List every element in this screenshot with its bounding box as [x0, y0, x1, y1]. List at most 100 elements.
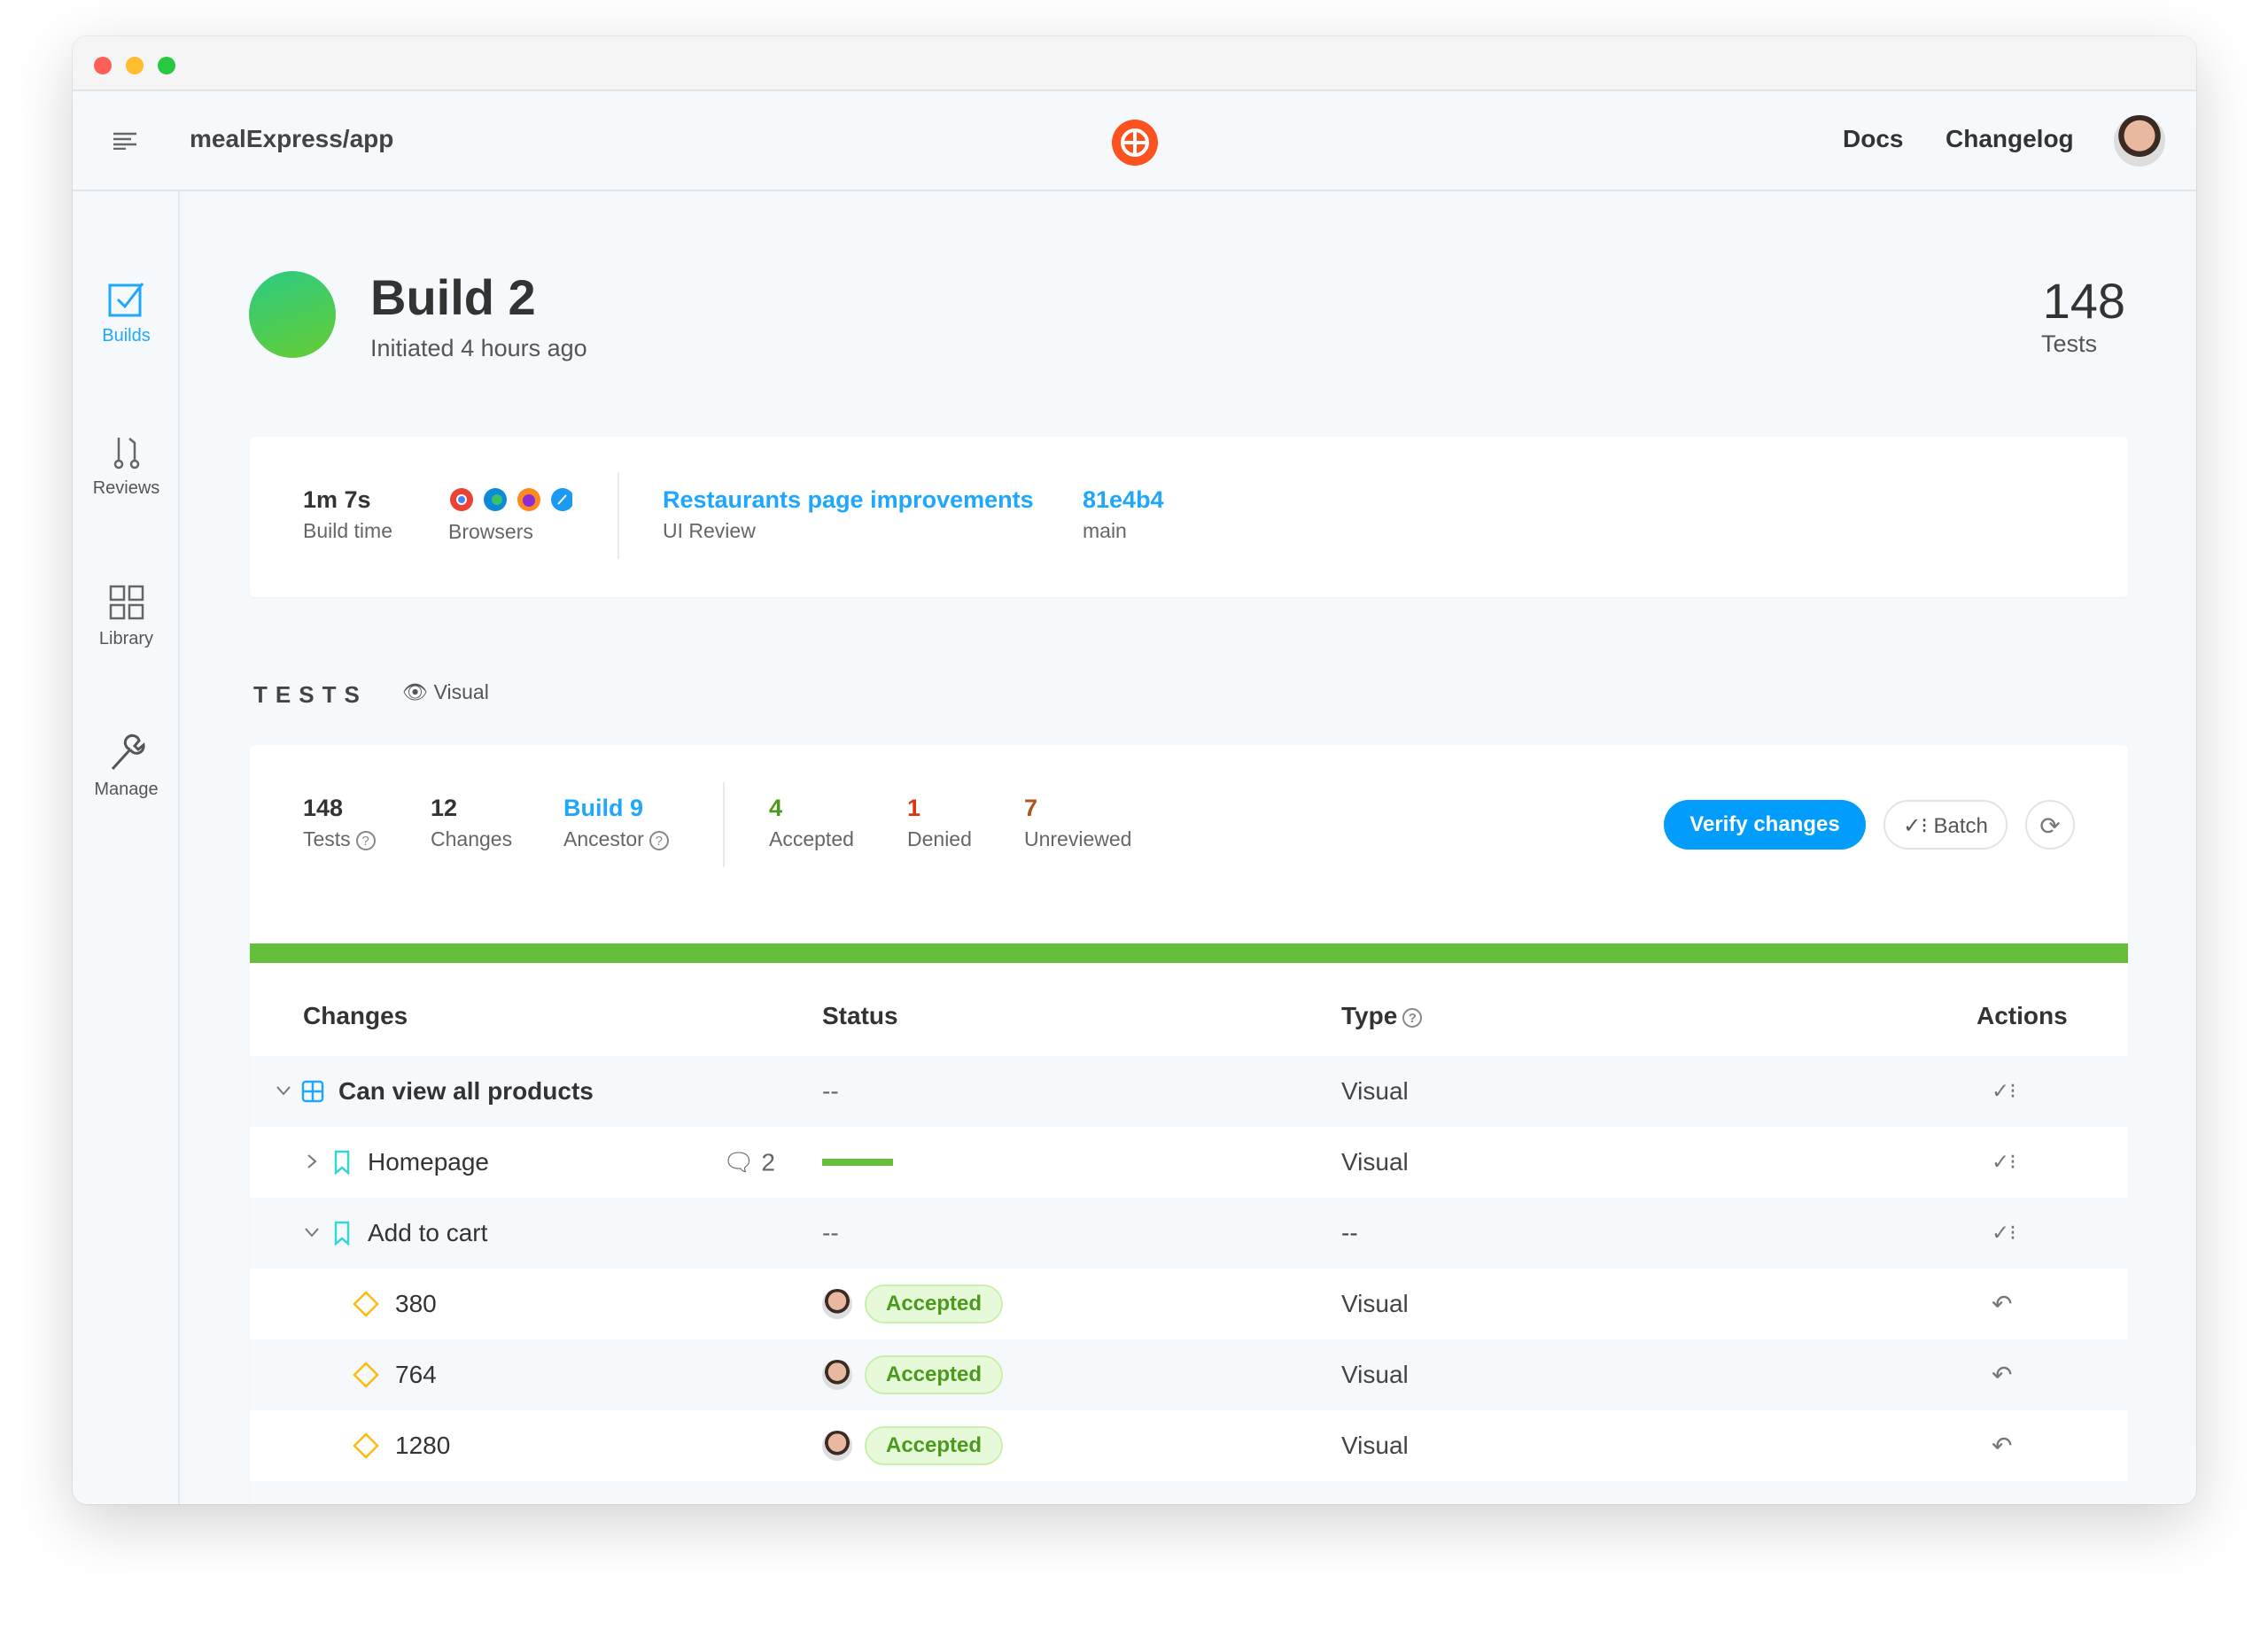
commit: 81e4b4 main [1083, 486, 1164, 542]
table-row[interactable]: 764 Accepted Visual ↶ [250, 1339, 2128, 1410]
browser-icons [448, 486, 574, 515]
table-row[interactable]: 380 Accepted Visual ↶ [250, 1269, 2128, 1339]
user-avatar[interactable] [2114, 115, 2165, 167]
row-type: Visual [1341, 1290, 1409, 1317]
status-badge: Accepted [865, 1285, 1004, 1323]
table-row[interactable]: Homepage 🗨 2 Visual ✓⁝ [250, 1127, 2128, 1198]
row-name[interactable]: 380 [395, 1290, 437, 1317]
grid-icon [109, 585, 144, 620]
tests-card: 148 Tests? 12 Changes Build 9 Ancestor? 4 Ac… [250, 745, 2128, 1504]
visual-filter[interactable]: 👁 Visual [402, 680, 489, 703]
row-status: -- [822, 1219, 839, 1246]
build-time: 1m 7s Build time [303, 486, 392, 542]
row-type: Visual [1341, 1361, 1409, 1388]
comments-count[interactable]: 🗨 2 [723, 1148, 775, 1176]
chromatic-logo-icon[interactable] [1111, 119, 1159, 167]
stat-tests: 148 Tests? [303, 795, 376, 851]
row-name[interactable]: Can view all products [338, 1077, 594, 1105]
row-type: Visual [1341, 1077, 1409, 1105]
row-name[interactable]: 764 [395, 1361, 437, 1388]
divider [617, 472, 619, 559]
help-icon[interactable]: ? [1402, 1007, 1423, 1028]
repo-name[interactable]: mealExpress/app [190, 125, 394, 152]
row-status: -- [822, 1502, 839, 1504]
status-progress-bar [822, 1159, 893, 1166]
browsers: Browsers [448, 486, 574, 544]
row-name[interactable]: Can open product [338, 1502, 551, 1504]
batch-button[interactable]: ✓⁝ Batch [1884, 800, 2008, 850]
col-header-status: Status [822, 1002, 898, 1029]
build-info-card: 1m 7s Build time Browsers Restaurants pag… [250, 437, 2128, 597]
sidebar-item-manage[interactable]: Manage [73, 734, 180, 800]
refresh-button[interactable]: ⟳ [2025, 800, 2075, 850]
build-status-indicator [249, 271, 336, 358]
sidebar-item-library[interactable]: Library [73, 583, 180, 649]
refresh-icon: ⟳ [2039, 812, 2061, 840]
reviewer-avatar [822, 1360, 852, 1390]
stat-accepted[interactable]: 4 Accepted [769, 795, 854, 850]
ui-review-link[interactable]: Restaurants page improvements [663, 486, 1034, 513]
divider [723, 782, 725, 867]
table-row[interactable]: Can open product -- -- ✓⁝ [250, 1481, 2128, 1504]
sidebar-item-builds[interactable]: Builds [73, 280, 180, 346]
undo-icon[interactable]: ↶ [1992, 1361, 2013, 1389]
row-type: Visual [1341, 1432, 1409, 1459]
progress-bar [250, 943, 2128, 963]
reviewer-avatar [822, 1431, 852, 1461]
changelog-link[interactable]: Changelog [1946, 125, 2074, 152]
table-row[interactable]: Can view all products -- Visual ✓⁝ [250, 1056, 2128, 1127]
col-header-type: Type? [1341, 1002, 1423, 1030]
sidebar-item-reviews[interactable]: Reviews [73, 432, 180, 499]
tests-heading: TESTS [253, 681, 368, 708]
stat-unreviewed[interactable]: 7 Unreviewed [1024, 795, 1132, 850]
table-row[interactable]: Add to cart -- -- ✓⁝ [250, 1198, 2128, 1269]
snapshot-diamond-icon [353, 1291, 379, 1317]
minimize-window-button[interactable] [126, 57, 144, 74]
maximize-window-button[interactable] [158, 57, 175, 74]
reviewer-avatar [822, 1289, 852, 1319]
help-icon[interactable]: ? [649, 830, 669, 850]
batch-accept-icon[interactable]: ✓⁝ [1992, 1079, 2016, 1104]
help-icon[interactable]: ? [355, 830, 376, 850]
col-header-actions: Actions [1977, 1002, 2068, 1029]
table-row[interactable]: 1280 Accepted Visual ↶ [250, 1410, 2128, 1481]
check-square-icon [108, 283, 144, 317]
docs-link[interactable]: Docs [1843, 125, 1904, 152]
row-status: -- [822, 1077, 839, 1105]
row-name[interactable]: 1280 [395, 1432, 451, 1459]
batch-accept-icon[interactable]: ✓⁝ [1992, 1150, 2016, 1175]
stat-changes: 12 Changes [431, 795, 513, 850]
menu-icon[interactable] [113, 132, 136, 150]
snapshot-diamond-icon [353, 1432, 379, 1459]
app-window: mealExpress/app Docs Changelog Builds Re… [73, 36, 2196, 1504]
eye-icon: 👁 [402, 680, 429, 703]
undo-icon[interactable]: ↶ [1992, 1290, 2013, 1318]
build-initiated: Initiated 4 hours ago [370, 335, 587, 361]
status-badge: Accepted [865, 1355, 1004, 1394]
component-icon [301, 1080, 324, 1103]
row-name[interactable]: Add to cart [368, 1219, 488, 1246]
batch-icon: ✓⁝ [1903, 814, 1928, 838]
batch-accept-icon[interactable]: ✓⁝ [1992, 1221, 2016, 1246]
comment-icon: 🗨 [723, 1148, 755, 1176]
bookmark-icon [334, 1150, 350, 1175]
close-window-button[interactable] [94, 57, 112, 74]
build-tests-count: 148 [2042, 273, 2125, 329]
stat-ancestor[interactable]: Build 9 Ancestor? [563, 795, 669, 851]
commit-link[interactable]: 81e4b4 [1083, 486, 1164, 513]
batch-accept-icon[interactable]: ✓⁝ [1992, 1504, 2016, 1505]
chevron-down-icon[interactable] [275, 1082, 292, 1099]
col-header-changes: Changes [303, 1002, 408, 1029]
ui-review: Restaurants page improvements UI Review [663, 486, 1034, 542]
verify-changes-button[interactable]: Verify changes [1664, 800, 1866, 850]
chevron-down-icon[interactable] [303, 1223, 321, 1241]
row-type: Visual [1341, 1148, 1409, 1176]
build-tests-label: Tests [2040, 330, 2097, 357]
row-name[interactable]: Homepage [368, 1148, 489, 1176]
title-bar [73, 36, 2196, 91]
chevron-right-icon[interactable] [303, 1153, 321, 1170]
row-type: -- [1341, 1219, 1358, 1246]
stat-denied[interactable]: 1 Denied [907, 795, 972, 850]
undo-icon[interactable]: ↶ [1992, 1432, 2013, 1460]
pull-request-icon [113, 438, 139, 470]
